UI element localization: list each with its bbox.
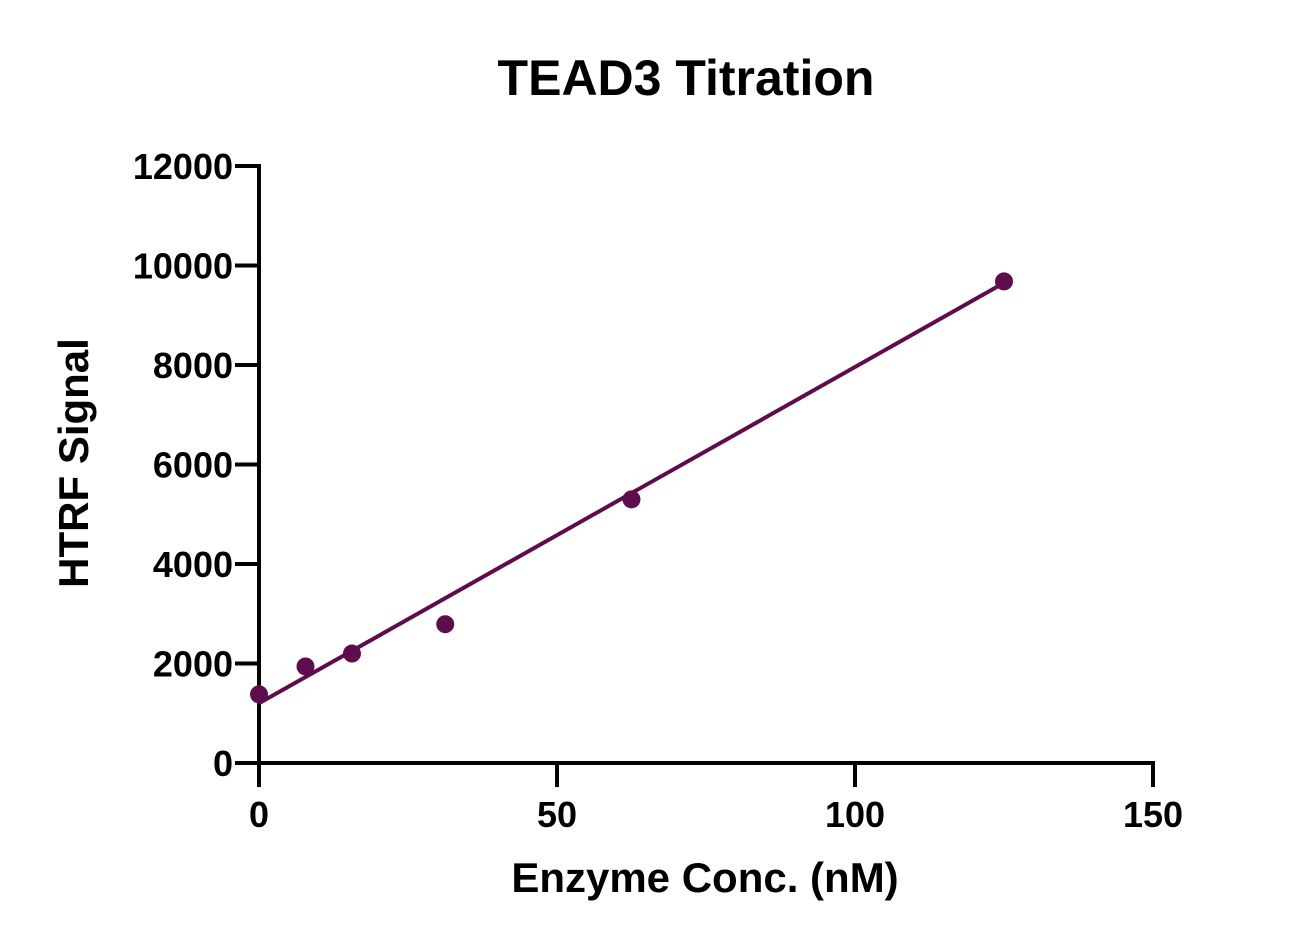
- y-tick-label: 12000: [133, 146, 233, 187]
- y-tick-label: 2000: [153, 644, 233, 685]
- y-tick-label: 4000: [153, 544, 233, 585]
- data-point: [995, 272, 1013, 291]
- y-tick-label: 8000: [153, 345, 233, 386]
- y-tick-label: 0: [213, 743, 233, 784]
- x-tick-label: 100: [825, 794, 885, 835]
- x-axis-label: Enzyme Conc. (nM): [511, 854, 898, 901]
- axes: 0 2000 4000 6000 8000 10000 12000 0 50 100 150: [133, 146, 1183, 835]
- data-point: [296, 657, 315, 676]
- chart-title: TEAD3 Titration: [498, 50, 875, 106]
- y-axis-label: HTRF Signal: [50, 338, 97, 588]
- data-point: [622, 490, 641, 509]
- data-point: [436, 615, 455, 634]
- x-tick-label: 50: [537, 794, 577, 835]
- x-tick-label: 0: [249, 794, 269, 835]
- data-point: [250, 685, 268, 704]
- data-points: [250, 272, 1013, 704]
- x-tick-label: 150: [1123, 794, 1183, 835]
- y-tick-label: 6000: [153, 445, 233, 486]
- y-tick-label: 10000: [133, 246, 233, 287]
- data-point: [342, 644, 361, 663]
